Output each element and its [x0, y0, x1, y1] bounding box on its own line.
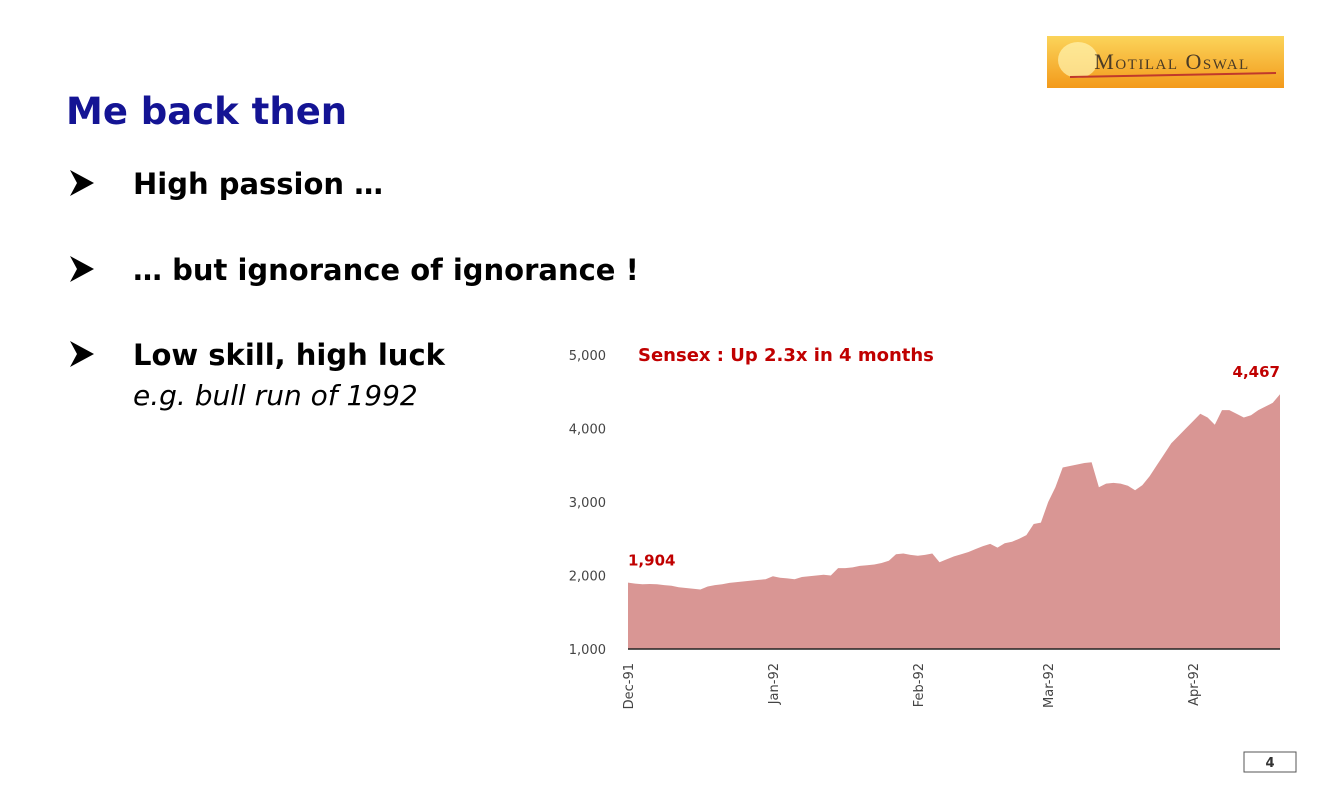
x-tick-label: Mar-92: [1042, 663, 1057, 708]
bullet-icon: [70, 341, 94, 367]
page-number-box: [1243, 751, 1297, 773]
logo-swoosh: [1070, 72, 1276, 78]
x-tick-label: Apr-92: [1187, 663, 1202, 706]
bullet-text: High passion …: [133, 167, 383, 201]
x-tick-label: Dec-91: [622, 663, 637, 709]
bullet-icon: [70, 256, 94, 282]
y-tick-label: 3,000: [569, 496, 606, 511]
chart-title: Sensex : Up 2.3x in 4 months: [638, 345, 934, 366]
y-tick-label: 4,000: [569, 423, 606, 438]
x-tick-label: Jan-92: [767, 663, 782, 705]
data-label: 1,904: [628, 552, 675, 570]
bullet-subtext: e.g. bull run of 1992: [133, 379, 418, 412]
bullet-text: … but ignorance of ignorance !: [133, 253, 639, 287]
page-number: 4: [1265, 756, 1274, 771]
y-tick-label: 1,000: [569, 643, 606, 658]
x-tick-label: Feb-92: [912, 663, 927, 707]
bullet-icons: [70, 170, 94, 367]
bullet-text: Low skill, high luck: [133, 338, 446, 372]
y-tick-label: 5,000: [569, 349, 606, 364]
data-label: 4,467: [1233, 363, 1280, 381]
slide-title: Me back then: [66, 90, 347, 133]
chart: 1,000 2,000 3,000 4,000 5,000 Dec-91 Jan-92 Feb…: [569, 345, 1280, 709]
area: [628, 394, 1280, 649]
bullet-icon: [70, 170, 94, 196]
logo-text: Motilal Oswal: [1094, 49, 1249, 74]
y-tick-label: 2,000: [569, 570, 606, 585]
logo-sun: [1058, 42, 1098, 78]
